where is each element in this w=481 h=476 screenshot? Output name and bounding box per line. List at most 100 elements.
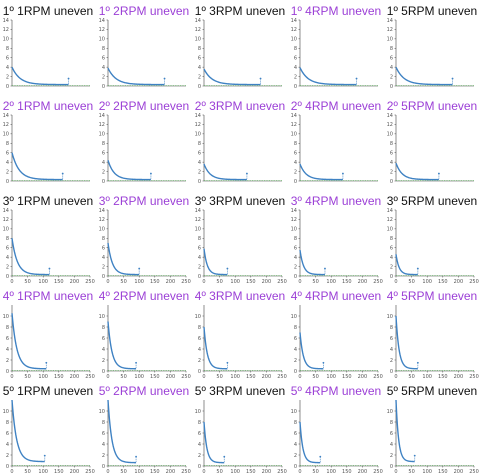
y-tick-label: 14 (291, 113, 297, 119)
x-tick-label: 150 (246, 279, 256, 285)
end-marker-dot (451, 77, 454, 80)
y-tick-label: 6 (294, 246, 297, 252)
y-tick-label: 4 (294, 442, 297, 448)
y-tick-label: 2 (6, 264, 9, 270)
y-tick-label: 0 (390, 464, 393, 470)
x-tick-label: 0 (298, 469, 301, 475)
y-tick-label: 4 (6, 442, 9, 448)
y-tick-label: 8 (390, 236, 393, 242)
x-tick-label: 0 (202, 469, 205, 475)
end-marker-dot (61, 172, 64, 175)
y-tick-label: 8 (198, 420, 201, 426)
chart-title: 4º 2RPM uneven (98, 289, 190, 303)
x-tick-label: 50 (312, 374, 318, 380)
x-tick-label: 100 (134, 374, 144, 380)
x-tick-label: 200 (166, 469, 176, 475)
x-tick-label: 0 (202, 279, 205, 285)
end-marker-dot (135, 361, 137, 364)
x-tick-label: 0 (298, 279, 301, 285)
x-tick-label: 150 (438, 374, 448, 380)
end-marker-dot (150, 172, 152, 175)
y-tick-label: 2 (390, 358, 393, 364)
y-tick-label: 0 (102, 274, 105, 280)
y-tick-label: 2 (102, 453, 105, 459)
end-marker-dot (135, 455, 137, 458)
y-tick-label: 10 (291, 227, 297, 233)
series-line (203, 68, 261, 86)
y-tick-label: 10 (99, 227, 105, 233)
chart-title: 2º 4RPM uneven (290, 99, 382, 113)
y-tick-label: 0 (294, 369, 297, 375)
y-tick-label: 10 (3, 37, 9, 43)
x-tick-label: 0 (106, 279, 109, 285)
y-tick-label: 12 (195, 122, 201, 128)
y-tick-label: 6 (390, 336, 393, 342)
y-tick-label: 8 (102, 236, 105, 242)
x-tick-label: 100 (134, 469, 144, 475)
y-tick-label: 6 (390, 246, 393, 252)
y-tick-label: 12 (387, 27, 393, 33)
chart-panel: 3º 5RPM uneven 0 2 4 6 8 10 12 14 0 50 100 150 200 250 (384, 190, 480, 285)
chart-panel: 3º 2RPM uneven 0 2 4 6 8 10 12 14 0 50 100 150 200 250 (96, 190, 192, 285)
x-tick-label: 250 (85, 279, 95, 285)
y-tick-label: 8 (102, 46, 105, 52)
series-line (203, 421, 225, 464)
x-tick-label: 200 (70, 469, 80, 475)
chart-title: 5º 2RPM uneven (98, 384, 190, 398)
x-tick-label: 250 (277, 469, 287, 475)
y-tick-label: 8 (294, 420, 297, 426)
y-tick-label: 8 (6, 141, 9, 147)
y-tick-label: 14 (195, 208, 201, 214)
y-tick-label: 8 (102, 141, 105, 147)
y-tick-label: 8 (102, 325, 105, 331)
y-tick-label: 0 (294, 274, 297, 280)
end-marker-dot (226, 361, 229, 364)
series-line (107, 160, 151, 181)
y-tick-label: 0 (390, 274, 393, 280)
y-tick-label: 10 (387, 37, 393, 43)
x-tick-label: 200 (454, 279, 464, 285)
y-tick-label: 2 (6, 169, 9, 175)
y-tick-label: 8 (294, 141, 297, 147)
y-tick-label: 10 (99, 132, 105, 138)
chart-plot: 0 2 4 6 8 10 12 14 (387, 113, 474, 185)
y-tick-label: 14 (99, 208, 105, 214)
y-tick-label: 0 (198, 274, 201, 280)
y-tick-label: 12 (99, 217, 105, 223)
chart-title: 3º 2RPM uneven (98, 194, 190, 208)
end-marker-dot (342, 172, 344, 175)
end-marker-dot (324, 267, 326, 270)
y-tick-label: 10 (291, 409, 297, 415)
y-tick-label: 8 (198, 141, 201, 147)
y-tick-label: 14 (99, 18, 105, 24)
y-tick-label: 0 (6, 84, 9, 90)
y-tick-label: 2 (102, 169, 105, 175)
chart-panel: 4º 3RPM uneven 0 2 4 6 8 10 0 50 100 150 200 250 (192, 285, 288, 380)
y-tick-label: 0 (6, 274, 9, 280)
x-tick-label: 0 (10, 374, 13, 380)
chart-title: 2º 5RPM uneven (386, 99, 478, 113)
y-tick-label: 2 (390, 453, 393, 459)
y-tick-label: 14 (387, 18, 393, 24)
chart-title: 2º 3RPM uneven (194, 99, 286, 113)
chart-title: 2º 1RPM uneven (2, 99, 94, 113)
chart-plot: 0 2 4 6 8 10 12 14 (99, 113, 186, 185)
y-tick-label: 2 (294, 169, 297, 175)
series-line (395, 399, 416, 463)
y-tick-label: 2 (6, 358, 9, 364)
y-tick-label: 4 (198, 347, 201, 353)
x-tick-label: 200 (358, 279, 368, 285)
x-tick-label: 0 (202, 374, 205, 380)
y-tick-label: 10 (387, 314, 393, 320)
chart-title: 1º 2RPM uneven (98, 4, 190, 18)
y-tick-label: 10 (195, 409, 201, 415)
chart-title: 5º 3RPM uneven (194, 384, 286, 398)
x-tick-label: 200 (262, 279, 272, 285)
y-tick-label: 0 (6, 464, 9, 470)
y-tick-label: 2 (198, 358, 201, 364)
y-tick-label: 4 (390, 347, 393, 353)
x-tick-label: 200 (70, 279, 80, 285)
